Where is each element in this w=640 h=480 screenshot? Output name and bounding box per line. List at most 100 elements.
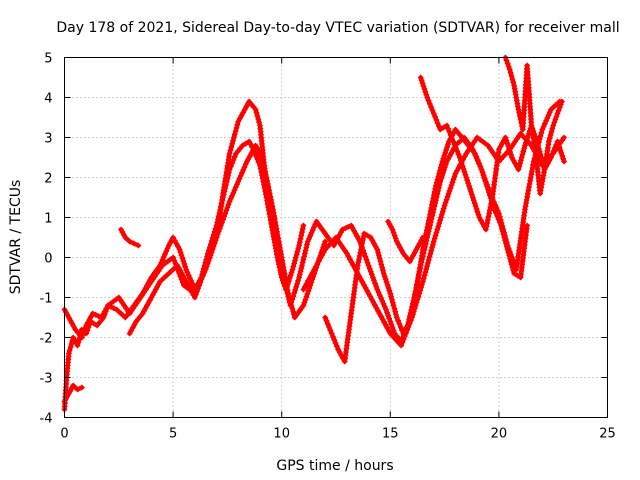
data-point-marker bbox=[230, 157, 237, 163]
data-point-marker bbox=[331, 337, 338, 343]
y-axis-label: SDTVAR / TECUs bbox=[8, 180, 24, 295]
data-point-marker bbox=[300, 286, 307, 293]
data-point-marker bbox=[294, 280, 300, 287]
data-point-marker bbox=[499, 225, 505, 232]
data-point-marker bbox=[507, 69, 514, 76]
data-point-marker bbox=[365, 262, 372, 269]
data-point-marker bbox=[298, 265, 305, 272]
data-point-marker bbox=[421, 272, 428, 279]
data-point-marker bbox=[550, 122, 556, 129]
data-point-marker bbox=[384, 282, 391, 288]
data-point-marker bbox=[508, 73, 515, 79]
x-tick-label: 5 bbox=[169, 427, 177, 442]
data-point-marker bbox=[417, 74, 424, 81]
data-point-marker bbox=[326, 324, 332, 330]
data-point-marker bbox=[474, 157, 481, 163]
data-point-marker bbox=[369, 237, 376, 244]
data-point-marker bbox=[448, 182, 455, 188]
data-point-marker bbox=[445, 191, 452, 197]
data-point-marker bbox=[185, 272, 192, 279]
data-point-marker bbox=[379, 264, 385, 271]
data-point-marker bbox=[235, 118, 242, 125]
data-point-marker bbox=[381, 303, 388, 310]
data-point-marker bbox=[497, 143, 504, 150]
data-point-marker bbox=[524, 222, 530, 229]
data-point-marker bbox=[461, 168, 468, 175]
data-point-marker bbox=[317, 255, 324, 261]
data-point-marker bbox=[516, 110, 522, 116]
data-point-marker bbox=[68, 341, 75, 347]
data-point-marker bbox=[443, 147, 449, 153]
data-point-marker bbox=[464, 177, 471, 184]
data-point-marker bbox=[239, 142, 246, 149]
data-point-marker bbox=[425, 257, 432, 263]
data-point-marker bbox=[378, 261, 385, 268]
data-point-marker bbox=[283, 284, 289, 291]
data-point-marker bbox=[495, 216, 502, 222]
data-point-marker bbox=[345, 224, 352, 230]
y-tick-label: 0 bbox=[44, 252, 52, 267]
data-point-marker bbox=[283, 287, 290, 294]
data-point-marker bbox=[437, 217, 443, 224]
data-point-marker bbox=[425, 217, 432, 224]
data-point-marker bbox=[237, 115, 243, 122]
data-point-marker bbox=[296, 242, 302, 249]
data-point-marker bbox=[164, 245, 171, 252]
data-point-marker bbox=[468, 188, 474, 195]
data-point-marker bbox=[375, 249, 381, 256]
data-point-marker bbox=[496, 146, 502, 153]
data-point-marker bbox=[478, 217, 484, 224]
data-point-marker bbox=[257, 153, 264, 160]
data-point-marker bbox=[410, 252, 416, 259]
data-point-marker bbox=[397, 244, 403, 251]
data-point-marker bbox=[254, 113, 261, 119]
data-point-marker bbox=[438, 214, 444, 221]
data-point-marker bbox=[189, 280, 196, 287]
data-point-marker bbox=[229, 192, 235, 199]
data-point-marker bbox=[200, 270, 207, 277]
data-point-marker bbox=[288, 299, 295, 306]
data-point-marker bbox=[538, 154, 545, 161]
data-point-marker bbox=[259, 159, 266, 166]
data-point-marker bbox=[280, 272, 286, 279]
data-point-marker bbox=[394, 238, 400, 245]
data-point-marker bbox=[287, 272, 294, 279]
data-point-marker bbox=[306, 235, 312, 242]
data-point-marker bbox=[447, 132, 454, 138]
data-point-marker bbox=[444, 144, 450, 151]
data-point-marker bbox=[410, 302, 416, 309]
data-point-marker bbox=[516, 163, 523, 170]
data-point-marker bbox=[433, 182, 439, 189]
data-point-marker bbox=[199, 273, 206, 280]
data-point-marker bbox=[556, 104, 563, 111]
x-axis: 0 5 10 15 20 25 bbox=[60, 57, 616, 442]
data-point-marker bbox=[372, 243, 379, 250]
x-tick-label: 10 bbox=[273, 427, 290, 442]
data-point-marker bbox=[231, 131, 238, 138]
data-point-marker bbox=[561, 134, 567, 141]
data-point-marker bbox=[515, 166, 522, 173]
data-point-marker bbox=[418, 237, 425, 244]
data-point-marker bbox=[110, 305, 117, 311]
data-point-marker bbox=[208, 249, 214, 256]
data-point-marker bbox=[555, 141, 562, 148]
data-point-marker bbox=[385, 312, 391, 319]
data-point-marker bbox=[510, 79, 517, 86]
data-point-marker bbox=[183, 266, 189, 273]
data-point-marker bbox=[369, 271, 375, 278]
data-point-marker bbox=[496, 219, 503, 226]
data-point-marker bbox=[327, 327, 334, 334]
data-point-marker bbox=[205, 258, 211, 265]
data-point-marker bbox=[400, 336, 407, 343]
data-point-marker bbox=[289, 296, 296, 303]
data-point-marker bbox=[230, 190, 237, 196]
data-point-marker bbox=[485, 186, 491, 193]
data-point-marker bbox=[428, 104, 434, 110]
data-point-marker bbox=[482, 178, 489, 184]
data-point-marker bbox=[503, 240, 509, 247]
data-point-marker bbox=[441, 202, 448, 209]
data-point-marker bbox=[262, 168, 268, 175]
data-point-marker bbox=[182, 263, 188, 270]
data-point-marker bbox=[224, 204, 231, 211]
y-tick-label: -1 bbox=[40, 292, 53, 307]
